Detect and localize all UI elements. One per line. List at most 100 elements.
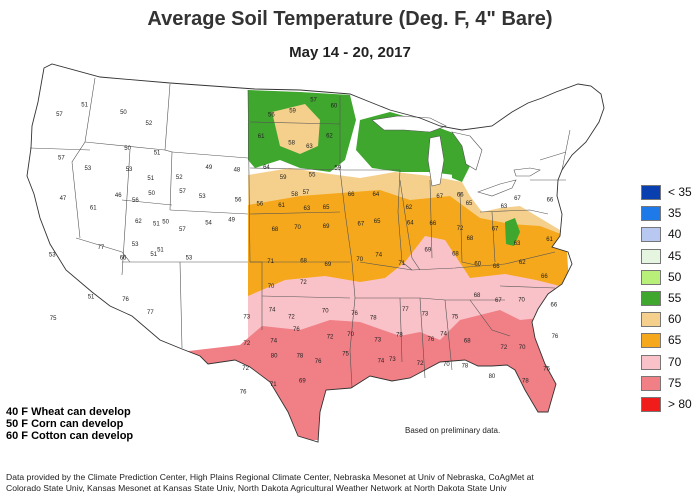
station-reading: 47 <box>60 196 67 202</box>
station-reading: 46 <box>115 193 122 199</box>
station-reading: 53 <box>126 167 133 173</box>
station-reading: 69 <box>299 379 306 385</box>
station-reading: 55 <box>309 173 316 179</box>
station-reading: 70 <box>322 309 329 315</box>
station-reading: 66 <box>551 303 558 309</box>
station-reading: 74 <box>375 252 382 258</box>
station-reading: 53 <box>132 242 139 248</box>
station-reading: 57 <box>56 112 63 118</box>
station-reading: 67 <box>514 196 521 202</box>
station-reading: 50 <box>120 110 127 116</box>
station-reading: 51 <box>88 294 95 300</box>
station-reading: 57 <box>179 189 186 195</box>
legend-label: 40 <box>668 227 682 242</box>
legend-label: 35 <box>668 206 682 221</box>
station-reading: 68 <box>464 339 471 345</box>
station-reading: 51 <box>147 176 154 182</box>
station-reading: 59 <box>289 109 296 115</box>
station-reading: 51 <box>157 248 164 254</box>
station-reading: 72 <box>300 280 307 286</box>
station-reading: 62 <box>326 134 333 140</box>
station-reading: 51 <box>150 252 157 258</box>
station-reading: 69 <box>325 262 332 268</box>
station-reading: 75 <box>452 315 459 321</box>
station-reading: 78 <box>396 333 403 339</box>
station-reading: 73 <box>243 315 250 321</box>
legend-label: 50 <box>668 269 682 284</box>
station-reading: 53 <box>49 252 56 258</box>
legend-label: 65 <box>668 333 682 348</box>
station-reading: 78 <box>370 316 377 322</box>
station-reading: 66 <box>348 192 355 198</box>
station-reading: 76 <box>240 390 247 396</box>
data-credits: Data provided by the Climate Prediction … <box>6 472 696 494</box>
state-borders <box>29 77 571 389</box>
station-reading: 48 <box>234 168 241 174</box>
lake-michigan <box>427 135 445 187</box>
station-reading: 80 <box>271 353 278 359</box>
map-subtitle: May 14 - 20, 2017 <box>289 44 411 61</box>
station-reading: 66 <box>541 274 548 280</box>
legend-label: 70 <box>668 354 682 369</box>
preliminary-data-note: Based on preliminary data. <box>405 426 501 435</box>
lake-huron <box>451 131 483 171</box>
station-reading: 57 <box>310 97 317 103</box>
station-reading: 66 <box>493 264 500 270</box>
station-reading: 52 <box>176 175 183 181</box>
station-reading: 76 <box>315 359 322 365</box>
map-title: Average Soil Temperature (Deg. F, 4" Bar… <box>147 8 553 30</box>
station-reading: 67 <box>495 298 502 304</box>
station-reading: 50 <box>148 191 155 197</box>
station-reading: 59 <box>334 165 341 171</box>
station-reading: 74 <box>440 332 447 338</box>
station-reading: 67 <box>358 221 365 227</box>
legend-swatch <box>641 396 661 412</box>
station-reading: 51 <box>153 222 160 228</box>
station-reading: 69 <box>425 248 432 254</box>
station-reading: 66 <box>457 192 464 198</box>
station-reading: 62 <box>519 260 526 266</box>
station-reading: 75 <box>342 351 349 357</box>
station-reading: 68 <box>474 293 481 299</box>
station-reading: 53 <box>85 166 92 172</box>
legend-label: < 35 <box>668 185 692 199</box>
station-reading: 68 <box>467 236 474 242</box>
station-reading: 76 <box>122 297 129 303</box>
station-reading: 76 <box>351 311 358 317</box>
credit-line-1: Data provided by the Climate Prediction … <box>6 472 534 482</box>
station-reading: 58 <box>288 140 295 146</box>
station-reading: 71 <box>398 261 405 267</box>
station-reading: 63 <box>306 144 313 150</box>
station-reading: 70 <box>519 345 526 351</box>
station-reading: 78 <box>462 364 469 370</box>
station-reading: 53 <box>186 255 193 261</box>
station-reading: 62 <box>406 205 413 211</box>
station-reading: 52 <box>146 121 153 127</box>
station-reading: 74 <box>378 359 385 365</box>
station-reading: 73 <box>374 338 381 344</box>
station-reading: 64 <box>373 192 380 198</box>
station-reading: 72 <box>327 334 334 340</box>
station-reading: 70 <box>356 257 363 263</box>
station-reading: 58 <box>291 192 298 198</box>
station-reading: 75 <box>543 366 550 372</box>
station-reading: 72 <box>417 361 424 367</box>
legend-swatch <box>641 269 661 285</box>
great-lakes <box>371 115 541 197</box>
legend-swatch <box>641 312 661 328</box>
station-reading: 72 <box>242 366 249 372</box>
station-reading: 49 <box>228 218 235 224</box>
station-reading: 66 <box>547 198 554 204</box>
legend-label: 60 <box>668 312 682 327</box>
station-reading: 62 <box>135 219 142 225</box>
station-reading: 61 <box>278 203 285 209</box>
legend-swatch <box>641 185 661 200</box>
station-reading: 56 <box>268 113 275 119</box>
station-reading: 56 <box>257 201 264 207</box>
station-reading: 76 <box>428 337 435 343</box>
station-reading: 70 <box>268 284 275 290</box>
note-cotton: 60 F Cotton can develop <box>6 430 134 442</box>
station-reading: 70 <box>443 362 450 368</box>
station-reading: 72 <box>288 315 295 321</box>
station-reading: 60 <box>331 103 338 109</box>
